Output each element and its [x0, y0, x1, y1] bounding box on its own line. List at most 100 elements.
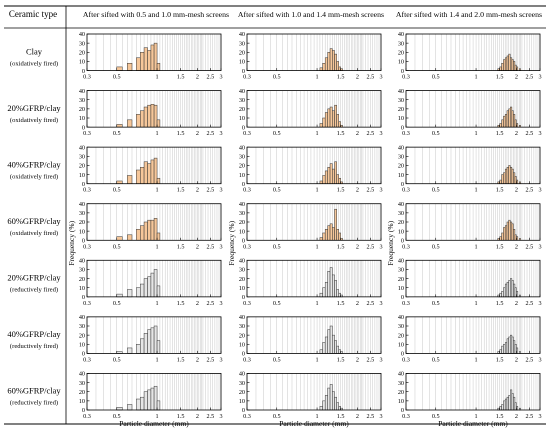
histogram-bar	[336, 174, 339, 184]
x-tick-label: 0.3	[402, 187, 410, 194]
x-tick-label: 3	[538, 413, 541, 420]
y-tick-label: 10	[79, 228, 85, 235]
y-tick-label: 30	[239, 153, 245, 160]
histogram-bar	[327, 329, 331, 354]
histogram-bar	[156, 232, 161, 241]
x-tick-label: 2.5	[207, 187, 215, 194]
x-tick-label: 1.5	[496, 243, 504, 250]
y-tick-label: 20	[79, 106, 85, 113]
histogram-bar	[336, 114, 339, 128]
x-tick-label: 3	[219, 130, 222, 137]
y-tick-label: 20	[79, 389, 85, 396]
y-axis-label: Frequency (%)	[67, 220, 76, 265]
x-tick-label: 2.5	[367, 187, 375, 194]
x-tick-label: 0.5	[113, 74, 121, 81]
histogram-bar	[336, 229, 339, 241]
histogram-bar	[324, 112, 328, 128]
x-tick-label: 3	[219, 413, 222, 420]
x-tick-label: 1.5	[337, 187, 345, 194]
x-tick-label: 2	[515, 356, 518, 363]
histogram-bar	[504, 283, 508, 298]
histogram-bar	[334, 280, 337, 298]
y-tick-label: 40	[239, 201, 245, 208]
y-tick-label: 0	[242, 68, 245, 75]
y-tick-label: 10	[79, 172, 85, 179]
histogram-bar	[501, 404, 504, 411]
x-tick-label: 2	[515, 130, 518, 137]
y-tick-label: 0	[401, 294, 404, 301]
histogram-bar	[153, 218, 158, 241]
histogram-bar	[324, 336, 328, 354]
histogram-bar	[319, 406, 323, 411]
x-tick-label: 2.5	[207, 413, 215, 420]
x-tick-label: 0.5	[113, 300, 121, 307]
x-tick-label: 3	[219, 300, 222, 307]
y-tick-label: 40	[239, 314, 245, 321]
y-tick-label: 30	[239, 380, 245, 387]
y-tick-label: 30	[239, 267, 245, 274]
y-tick-label: 40	[398, 201, 404, 208]
histogram-bar	[156, 119, 161, 128]
x-tick-label: 2.5	[367, 74, 375, 81]
x-tick-label: 0.3	[243, 187, 251, 194]
row-label-name: 40%GFRP/clay	[7, 329, 61, 339]
x-tick-label: 3	[538, 74, 541, 81]
y-tick-label: 10	[239, 285, 245, 292]
x-tick-label: 0.5	[432, 356, 440, 363]
y-tick-label: 40	[398, 371, 404, 378]
y-tick-label: 10	[79, 398, 85, 405]
x-tick-label: 0.3	[243, 130, 251, 137]
row-label-firing: (reductively fired)	[10, 287, 58, 294]
x-tick-label: 2.5	[207, 356, 215, 363]
y-tick-label: 20	[239, 276, 245, 283]
histogram-panel: 0 10 20 30 40 0.3 0.5 1 1.5 2 2.5 3	[398, 88, 542, 137]
histogram-bar	[116, 407, 123, 411]
y-tick-label: 30	[239, 97, 245, 104]
y-tick-label: 30	[398, 97, 404, 104]
histogram-bar	[336, 289, 339, 298]
row-label-name: Clay	[26, 46, 43, 56]
histogram-bar	[136, 114, 141, 128]
x-tick-label: 2.5	[526, 74, 534, 81]
x-tick-label: 1.5	[496, 187, 504, 194]
y-tick-label: 20	[79, 332, 85, 339]
y-tick-label: 20	[398, 163, 404, 170]
y-tick-label: 30	[79, 40, 85, 47]
y-tick-label: 0	[401, 68, 404, 75]
x-tick-label: 2	[356, 413, 359, 420]
histogram-bar	[503, 172, 506, 184]
histogram-panel: 0 10 20 30 40 0.3 0.5 1 1.5 2 2.5 3	[239, 88, 383, 137]
histogram-bar	[127, 175, 133, 184]
y-tick-label: 10	[239, 172, 245, 179]
y-tick-label: 40	[79, 88, 85, 95]
header-column-2: After sifted with 1.0 and 1.4 mm-mesh sc…	[238, 10, 384, 19]
histogram-bar	[319, 349, 323, 354]
x-tick-label: 0.5	[432, 413, 440, 420]
x-tick-label: 3	[219, 74, 222, 81]
histogram-bar	[327, 167, 331, 184]
y-tick-label: 10	[398, 115, 404, 122]
histogram-panel: 0 10 20 30 40 0.3 0.5 1 1.5 2 2.5 3	[239, 257, 383, 306]
histogram-bar	[153, 157, 158, 184]
histogram-bar	[329, 223, 333, 241]
y-tick-label: 20	[398, 219, 404, 226]
histogram-bar	[143, 333, 148, 354]
row-label-firing: (reductively fired)	[10, 343, 58, 350]
y-tick-label: 20	[239, 219, 245, 226]
y-tick-label: 10	[79, 285, 85, 292]
histogram-bar	[127, 119, 133, 128]
x-tick-label: 1.5	[337, 300, 345, 307]
x-tick-label: 2.5	[526, 187, 534, 194]
x-tick-label: 2	[196, 356, 199, 363]
histogram-bar	[506, 396, 509, 411]
histogram-bar	[503, 400, 506, 411]
x-tick-label: 1.5	[496, 74, 504, 81]
histogram-bar	[140, 167, 145, 184]
x-tick-label: 0.3	[402, 413, 410, 420]
histogram-bar	[503, 59, 506, 71]
x-tick-label: 1.5	[177, 187, 185, 194]
x-tick-label: 0.5	[113, 243, 121, 250]
y-tick-label: 20	[239, 163, 245, 170]
x-tick-label: 3	[219, 243, 222, 250]
y-tick-label: 20	[398, 276, 404, 283]
